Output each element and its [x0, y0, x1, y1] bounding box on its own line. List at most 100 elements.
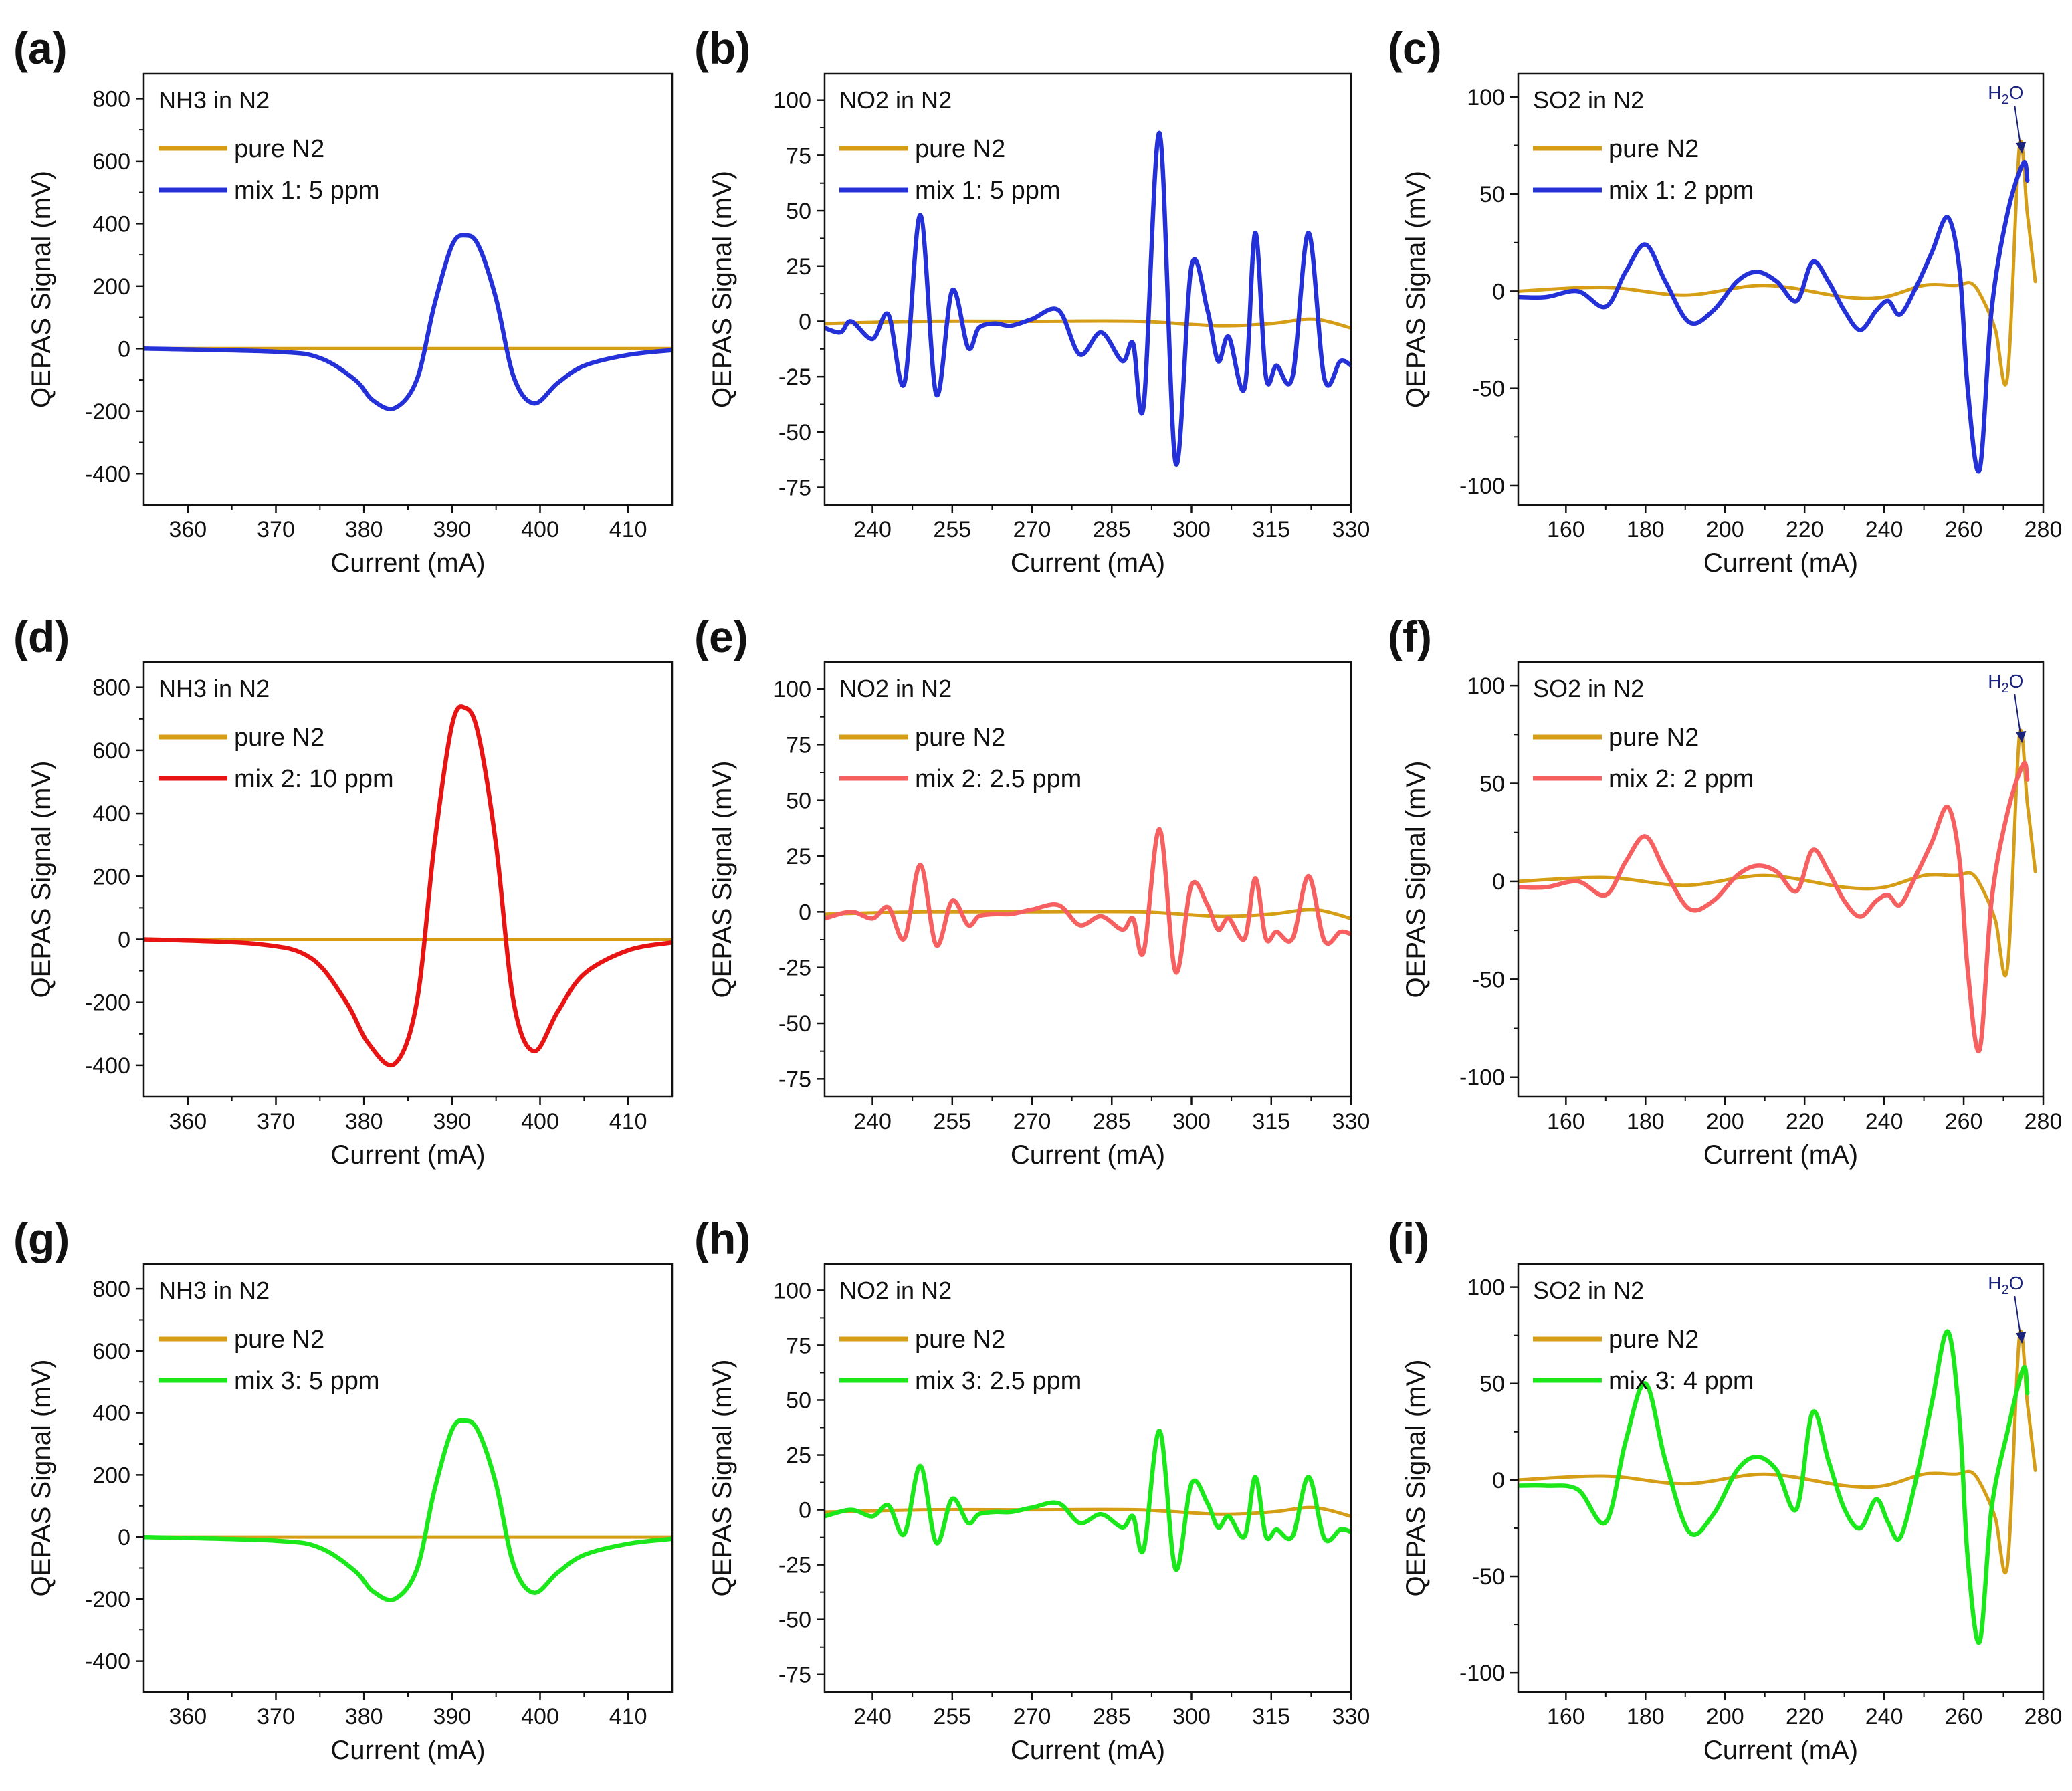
x-tick-label: 330 [1332, 517, 1370, 542]
x-tick-label: 400 [521, 1109, 559, 1134]
x-axis-title: Current (mA) [1011, 1140, 1165, 1170]
y-tick-label: -50 [1472, 377, 1505, 402]
x-axis-title: Current (mA) [1011, 548, 1165, 578]
legend-entry: pure N2 [234, 724, 324, 752]
x-tick-label: 255 [933, 1109, 971, 1134]
y-tick-label: -75 [779, 1067, 811, 1092]
y-axis-title: QEPAS Signal (mV) [1401, 171, 1431, 408]
y-tick-label: -400 [85, 1053, 130, 1079]
y-tick-label: -100 [1459, 473, 1505, 499]
y-tick-label: 400 [92, 1401, 130, 1427]
x-tick-label: 300 [1172, 1109, 1211, 1134]
y-axis-title: QEPAS Signal (mV) [1401, 1360, 1431, 1597]
y-axis-title: QEPAS Signal (mV) [27, 1360, 56, 1597]
x-axis-title: Current (mA) [330, 1140, 485, 1170]
x-tick-label: 270 [1013, 1704, 1051, 1729]
plot-frame [1517, 72, 2045, 506]
x-tick-label: 390 [433, 517, 471, 542]
x-tick-label: 240 [1865, 517, 1903, 542]
series-line-pure-n2 [1518, 1330, 2037, 1574]
gas-title: NO2 in N2 [839, 675, 952, 702]
panel-label: (e) [694, 612, 748, 661]
y-tick-label: 50 [1479, 772, 1505, 797]
panel-label: (f) [1388, 612, 1432, 661]
gas-title: SO2 in N2 [1533, 675, 1644, 702]
y-tick-label: 100 [773, 88, 811, 114]
y-tick-label: -400 [85, 1649, 130, 1675]
x-tick-label: 410 [609, 1109, 647, 1134]
panel-label: (h) [694, 1214, 750, 1263]
plot-frame [1517, 661, 2045, 1098]
x-tick-label: 390 [433, 1109, 471, 1134]
plot-frame [142, 72, 674, 506]
y-tick-label: 100 [1467, 673, 1505, 699]
panel-label: (g) [13, 1214, 70, 1263]
x-axis-title: Current (mA) [1703, 1735, 1858, 1765]
series-line-mix [144, 1418, 672, 1602]
y-tick-label: -50 [1472, 967, 1505, 992]
y-tick-label: 50 [786, 1388, 811, 1413]
panel-label: (d) [13, 612, 70, 661]
x-tick-label: 160 [1547, 1109, 1585, 1134]
y-tick-label: 0 [118, 1525, 130, 1550]
x-tick-label: 180 [1627, 517, 1665, 542]
y-tick-label: 800 [92, 675, 130, 701]
y-tick-label: 0 [799, 900, 811, 925]
plot-frame [142, 1263, 674, 1693]
x-tick-label: 200 [1706, 1109, 1744, 1134]
x-tick-label: 300 [1172, 1704, 1211, 1729]
y-tick-label: -100 [1459, 1065, 1505, 1091]
y-tick-label: 25 [786, 1443, 811, 1469]
y-tick-label: 600 [92, 149, 130, 175]
y-axis-title: QEPAS Signal (mV) [1401, 761, 1431, 998]
gas-title: NO2 in N2 [839, 1277, 952, 1304]
y-tick-label: 0 [118, 336, 130, 362]
y-tick-label: 100 [773, 677, 811, 702]
legend-entry: mix 1: 2 ppm [1609, 177, 1754, 205]
chart-panel: (i) 160 180 200 220 240 260 280 -100 -50 0 50 100 Cur… [1388, 1214, 2062, 1765]
chart-panel: (f) 160 180 200 220 240 260 280 -100 -50 0 50 100 Cur… [1388, 612, 2062, 1170]
x-tick-label: 360 [169, 1109, 207, 1134]
x-tick-label: 390 [433, 1704, 471, 1729]
y-axis-title: QEPAS Signal (mV) [708, 171, 737, 408]
h2o-annotation: H2O [1988, 671, 2023, 696]
panel-label: (b) [694, 23, 750, 73]
chart-panel: (b) 240 255 270 285 300 315 330 -75 -50 -25 0 25 50 75… [694, 23, 1370, 578]
x-tick-label: 270 [1013, 517, 1051, 542]
legend-entry: pure N2 [234, 1326, 324, 1354]
x-tick-label: 260 [1945, 1704, 1983, 1729]
y-tick-label: 50 [786, 199, 811, 224]
h2o-annotation: H2O [1988, 82, 2023, 107]
y-tick-label: 200 [92, 864, 130, 889]
chart-panel: (e) 240 255 270 285 300 315 330 -75 -50 -25 0 25 50 75… [694, 612, 1370, 1170]
series-line-mix [144, 704, 672, 1067]
y-tick-label: 400 [92, 211, 130, 237]
y-axis-title: QEPAS Signal (mV) [708, 1360, 737, 1597]
y-tick-label: -200 [85, 990, 130, 1016]
series-line-mix [1518, 760, 2030, 1054]
x-tick-label: 400 [521, 1704, 559, 1729]
legend-entry: pure N2 [1609, 724, 1699, 752]
x-tick-label: 220 [1786, 517, 1824, 542]
x-tick-label: 330 [1332, 1704, 1370, 1729]
y-tick-label: -50 [779, 1608, 811, 1633]
x-tick-label: 260 [1945, 517, 1983, 542]
gas-title: NH3 in N2 [159, 1277, 270, 1304]
series-line-pure-n2 [825, 1505, 1351, 1518]
x-axis-title: Current (mA) [1703, 1140, 1858, 1170]
x-axis-title: Current (mA) [1703, 548, 1858, 578]
y-tick-label: 25 [786, 844, 811, 869]
series-line-mix [825, 1429, 1351, 1572]
y-tick-label: -75 [779, 1663, 811, 1688]
y-axis-title: QEPAS Signal (mV) [27, 761, 56, 998]
y-axis-title: QEPAS Signal (mV) [708, 761, 737, 998]
x-tick-label: 285 [1093, 517, 1131, 542]
legend-entry: pure N2 [915, 135, 1005, 163]
legend-entry: pure N2 [1609, 1326, 1699, 1354]
plot-frame [142, 661, 674, 1098]
y-tick-label: -75 [779, 476, 811, 501]
x-tick-label: 370 [257, 1109, 295, 1134]
x-tick-label: 330 [1332, 1109, 1370, 1134]
plot-frame [1517, 1263, 2045, 1693]
x-tick-label: 400 [521, 517, 559, 542]
